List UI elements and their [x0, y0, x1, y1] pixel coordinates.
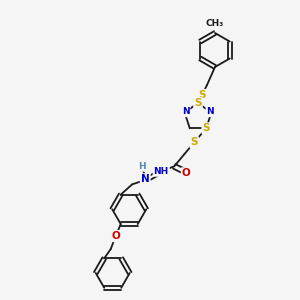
Text: S: S: [190, 137, 198, 147]
Text: H: H: [138, 162, 146, 171]
Text: O: O: [111, 231, 120, 241]
Text: S: S: [194, 98, 202, 108]
Text: N: N: [206, 107, 214, 116]
Text: S: S: [202, 123, 210, 133]
Text: N: N: [182, 107, 190, 116]
Text: NH: NH: [154, 167, 169, 176]
Text: CH₃: CH₃: [206, 20, 224, 28]
Text: N: N: [141, 174, 150, 184]
Text: O: O: [182, 168, 190, 178]
Text: S: S: [198, 90, 206, 100]
